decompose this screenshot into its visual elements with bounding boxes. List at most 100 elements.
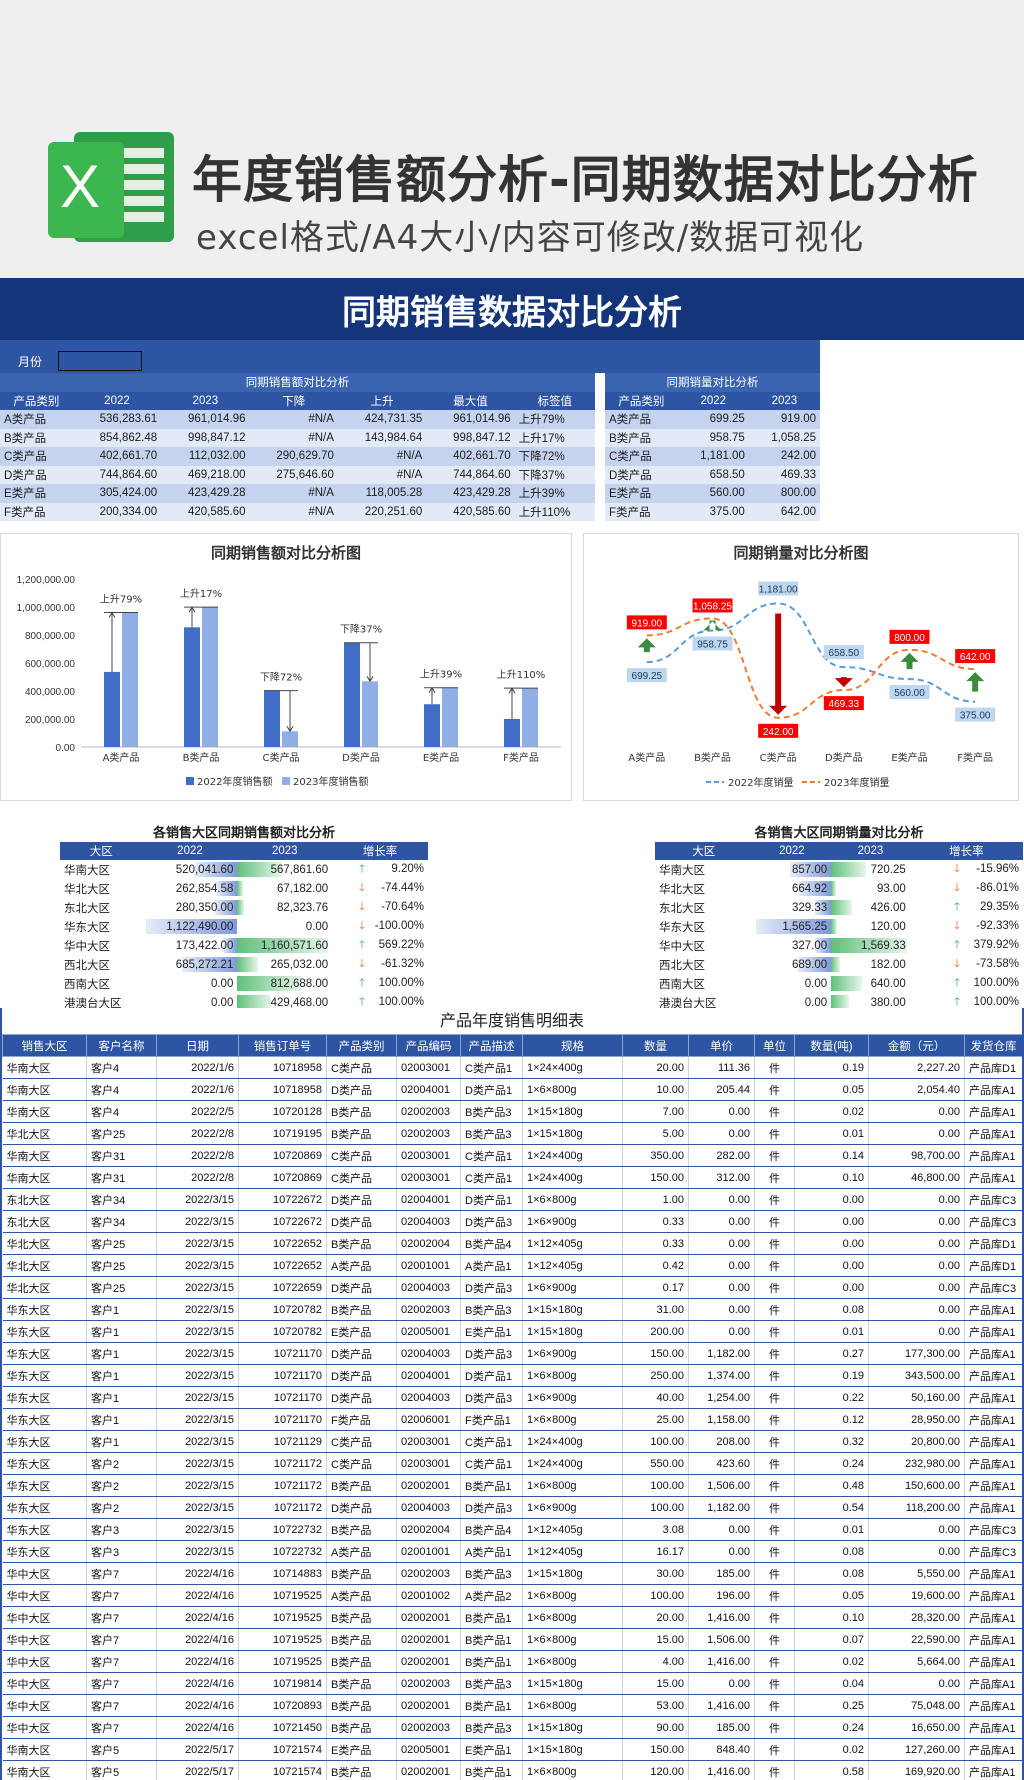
detail-cell: 177,300.00: [868, 1342, 965, 1365]
region-name: 港澳台大区: [64, 997, 122, 1010]
detail-cell: 华中大区: [2, 1650, 87, 1673]
detail-cell: 0.24: [794, 1716, 869, 1739]
detail-cell: 件: [754, 1386, 795, 1409]
x-tick-label: D类产品: [825, 751, 863, 764]
detail-cell: 华中大区: [2, 1606, 87, 1629]
y-tick-label: 1,200,000.00: [17, 575, 76, 586]
detail-cell: 0.07: [794, 1628, 869, 1651]
value-text: 1,569.33: [860, 939, 906, 952]
detail-cell: 02004003: [396, 1496, 461, 1519]
growth-rate: 🡓 -86.01%: [910, 879, 1023, 898]
down-arrow-icon: 🡓: [359, 920, 365, 933]
databar-2023: [831, 995, 850, 1011]
table-row: 华北大区 客户25 2022/3/15 10722652 B类产品 02002004 B类产…: [2, 1232, 1022, 1255]
detail-cell: D类产品3: [460, 1276, 523, 1299]
detail-cell: 0.00: [868, 1518, 965, 1541]
month-input[interactable]: [58, 351, 142, 371]
data-label-2023: 1,058.25: [693, 601, 732, 612]
down-arrow-icon: 🡓: [954, 958, 960, 971]
detail-cell: 02004003: [396, 1210, 461, 1233]
detail-cell: B类产品1: [460, 1606, 523, 1629]
detail-cell: 客户1: [86, 1364, 157, 1387]
detail-cell: B类产品: [326, 1100, 397, 1123]
value-2022: 1,122,490.00: [143, 917, 238, 936]
growth-rate: 🡑 100.00%: [332, 974, 428, 993]
detail-cell: A类产品1: [460, 1254, 523, 1277]
detail-cell: 客户2: [86, 1474, 157, 1497]
qty-cell: 242.00: [748, 447, 820, 466]
value-text: 664.92: [791, 882, 828, 895]
detail-cell: 客户7: [86, 1694, 157, 1717]
value-2022: 0.00: [753, 974, 832, 993]
report-title: 同期销售数据对比分析: [0, 278, 1024, 340]
detail-cell: A类产品: [326, 1584, 397, 1607]
detail-cell: 客户4: [86, 1056, 157, 1079]
month-label: 月份: [18, 355, 43, 369]
change-label: 下降72%: [260, 671, 302, 684]
detail-cell: 2022/3/15: [156, 1452, 239, 1475]
detail-cell: 0.00: [688, 1672, 755, 1695]
detail-cell: B类产品1: [460, 1694, 523, 1717]
detail-cell: 华东大区: [2, 1298, 87, 1321]
detail-cell: D类产品: [326, 1386, 397, 1409]
value-2022: 173,422.00: [143, 936, 238, 955]
sales-cell: 402,661.70: [72, 447, 162, 466]
detail-cell: 0.54: [794, 1496, 869, 1519]
detail-cell: B类产品: [326, 1474, 397, 1497]
detail-cell: 10722672: [238, 1210, 327, 1233]
up-arrow-icon: 🡑: [954, 901, 960, 914]
detail-cell: 02002003: [396, 1672, 461, 1695]
value-text: 520,041.60: [175, 863, 234, 876]
x-tick-label: B类产品: [183, 751, 220, 764]
detail-cell: 客户7: [86, 1606, 157, 1629]
table-row: 华中大区 客户7 2022/4/16 10719525 A类产品 02001002 A类产品…: [2, 1584, 1022, 1607]
y-tick-label: 200,000.00: [25, 715, 75, 726]
detail-title: 产品年度销售明细表: [2, 1008, 1022, 1034]
bar-2023: [122, 612, 138, 747]
detail-cell: 10.00: [622, 1078, 689, 1101]
sales-cell: 424,731.35: [337, 410, 427, 429]
table-row: 华南大区 520,041.60 567,861.60 🡑 9.20%: [60, 860, 428, 879]
value-text: 120.00: [870, 920, 906, 933]
sales-cell: E类产品: [0, 484, 73, 503]
table-row: 东北大区 329.33 426.00 🡑 29.35%: [655, 898, 1023, 917]
databar-2023: [831, 919, 837, 935]
detail-cell: A类产品2: [460, 1584, 523, 1607]
detail-cell: 2022/3/15: [156, 1474, 239, 1497]
header-cell: 增长率: [909, 842, 1023, 861]
bar-2022: [104, 671, 120, 747]
detail-cell: 产品库C3: [964, 1188, 1022, 1211]
rate-text: -92.33%: [976, 920, 1019, 933]
detail-cell: 2022/4/16: [156, 1562, 239, 1585]
value-2022: 0.00: [143, 974, 238, 993]
header-cell: 2023: [237, 842, 333, 861]
detail-cell: 1×6×800g: [522, 1760, 623, 1780]
detail-section: 产品年度销售明细表 销售大区 客户名称 日期 销售订单号 产品类别 产品编码 产品描述 规格数…: [0, 1008, 1024, 1780]
detail-header-cell: 客户名称: [86, 1034, 157, 1057]
detail-cell: 2022/3/15: [156, 1232, 239, 1255]
detail-cell: 1×15×180g: [522, 1122, 623, 1145]
qty-table-title: 同期销量对比分析: [604, 373, 820, 392]
detail-cell: 20.00: [622, 1056, 689, 1079]
detail-cell: 2022/4/16: [156, 1584, 239, 1607]
qty-cell: A类产品: [604, 410, 678, 429]
detail-cell: 1×6×900g: [522, 1276, 623, 1299]
detail-cell: 华北大区: [2, 1254, 87, 1277]
detail-header-cell: 销售订单号: [238, 1034, 327, 1057]
qty-header-cell: 2023: [748, 391, 820, 410]
detail-cell: 100.00: [622, 1496, 689, 1519]
sales-cell: #N/A: [337, 447, 427, 466]
change-label: 下降37%: [340, 623, 382, 636]
table-row: 华东大区 客户3 2022/3/15 10722732 A类产品 02001001 A类产品…: [2, 1540, 1022, 1563]
detail-cell: D类产品: [326, 1188, 397, 1211]
sales-header-cell: 2022: [72, 391, 162, 410]
detail-cell: E类产品: [326, 1738, 397, 1761]
detail-header-cell: 发货仓库: [964, 1034, 1022, 1057]
detail-cell: 华南大区: [2, 1166, 87, 1189]
detail-cell: 1×6×800g: [522, 1078, 623, 1101]
databar-2022: [216, 881, 238, 897]
databar-2022: [815, 938, 832, 954]
table-row: 华北大区 262,854.58 67,182.00 🡓 -74.44%: [60, 879, 428, 898]
detail-cell: 0.33: [622, 1210, 689, 1233]
detail-cell: 02002003: [396, 1298, 461, 1321]
